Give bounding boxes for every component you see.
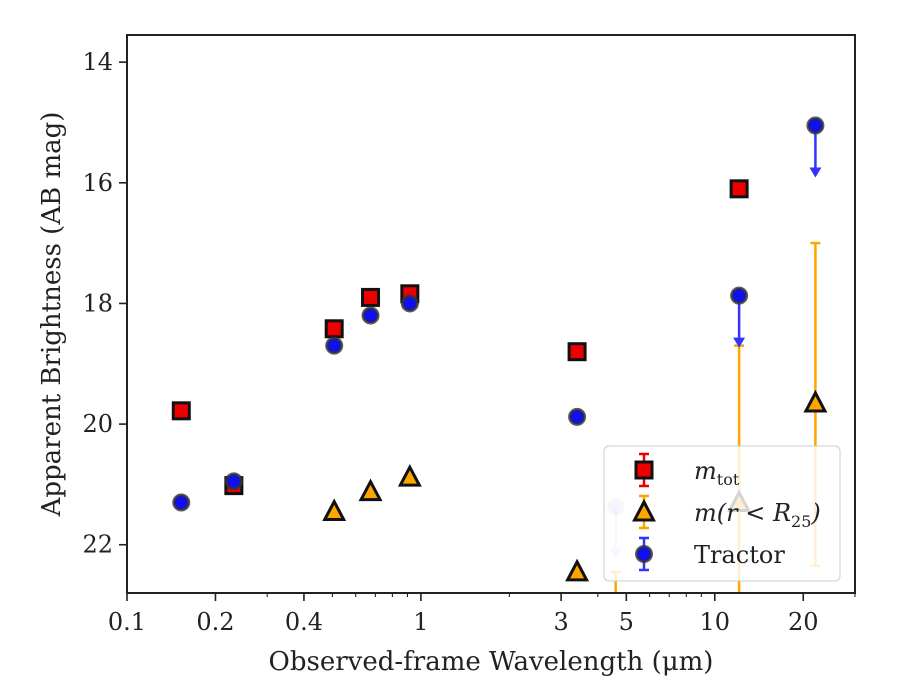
legend: mtot m(r < R25) Tractor [603, 445, 841, 582]
circle-marker [730, 286, 749, 305]
square-marker [361, 287, 381, 307]
circle-marker [224, 472, 243, 491]
triangle-marker [397, 463, 422, 487]
legend-box [603, 445, 841, 582]
y-axis-label: Apparent Brightness (AB mag) [37, 112, 67, 518]
y-tick-label: 20 [82, 410, 113, 438]
x-tick-label: 0.4 [285, 608, 323, 636]
y-tick-label: 14 [82, 48, 113, 76]
x-tick-label: 0.2 [196, 608, 234, 636]
square-marker [567, 342, 587, 362]
upper-limit-arrow-head [733, 337, 746, 348]
square-marker [171, 401, 191, 421]
circle-marker [400, 294, 419, 313]
x-tick-label: 0.1 [108, 608, 146, 636]
circle-marker [806, 116, 825, 135]
x-tick-label: 10 [700, 608, 731, 636]
x-axis-label: Observed-frame Wavelength (μm) [269, 647, 714, 677]
triangle-marker [565, 558, 590, 582]
triangle-marker [322, 498, 347, 522]
legend-triangle-marker [632, 498, 656, 522]
upper-limit-arrow-head [809, 167, 822, 178]
triangle-marker [358, 478, 383, 502]
x-tick-label: 20 [788, 608, 819, 636]
legend-label: Tractor [694, 541, 785, 569]
square-marker [729, 179, 749, 199]
x-tick-label: 3 [553, 608, 568, 636]
legend-label: m(r < R25) [694, 499, 821, 531]
y-tick-label: 22 [82, 531, 113, 559]
circle-marker [172, 493, 191, 512]
x-tick-label: 1 [413, 608, 428, 636]
circle-marker [325, 336, 344, 355]
circle-marker [361, 306, 380, 325]
axis-ticks: 0.1 0.2 0.4 1 3 5 10 20 14 16 18 20 22 [82, 48, 856, 636]
legend-circle-marker [635, 545, 653, 563]
x-tick-label: 5 [619, 608, 634, 636]
triangle-marker [803, 389, 828, 413]
circle-marker [568, 407, 587, 426]
legend-label: mtot [694, 457, 740, 489]
y-tick-label: 16 [82, 169, 113, 197]
square-marker [324, 319, 344, 339]
plot-area [126, 34, 856, 594]
y-tick-label: 18 [82, 289, 113, 317]
legend-square-marker [634, 460, 654, 480]
